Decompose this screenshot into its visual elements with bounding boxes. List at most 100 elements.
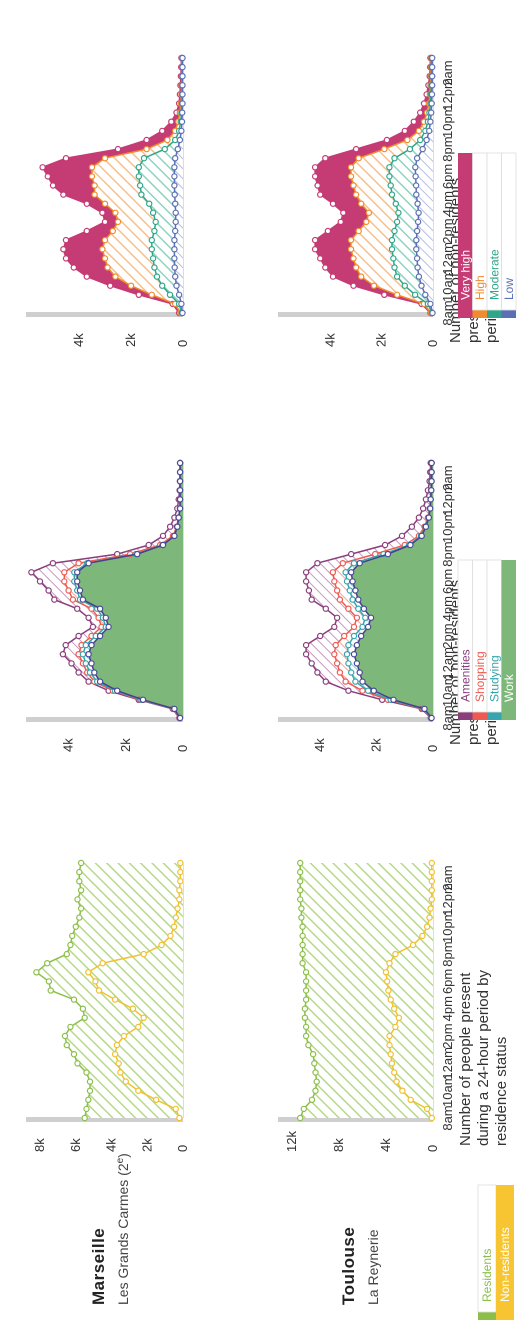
data-point bbox=[149, 255, 157, 262]
data-point bbox=[419, 145, 426, 153]
x-tick-label: 12am bbox=[440, 647, 455, 680]
data-point bbox=[39, 164, 46, 171]
data-point bbox=[159, 541, 167, 549]
data-point bbox=[298, 914, 305, 921]
data-point bbox=[85, 650, 92, 658]
data-point bbox=[311, 1060, 318, 1067]
data-point bbox=[417, 109, 424, 116]
data-point bbox=[299, 941, 306, 949]
area-residents bbox=[300, 863, 433, 1118]
data-point bbox=[359, 678, 366, 685]
data-point bbox=[159, 532, 167, 540]
legend-band bbox=[501, 560, 516, 712]
data-point bbox=[415, 209, 422, 217]
data-point bbox=[317, 632, 324, 640]
x-tick-label: 2am bbox=[440, 60, 455, 85]
district-superscript: e bbox=[115, 1157, 126, 1163]
data-point bbox=[311, 236, 319, 244]
x-tick-label: 10pm bbox=[440, 105, 455, 138]
data-point bbox=[360, 605, 368, 612]
data-point bbox=[158, 941, 165, 949]
data-point bbox=[352, 264, 360, 271]
data-point bbox=[179, 72, 186, 80]
data-point bbox=[417, 136, 424, 144]
data-point bbox=[305, 587, 313, 594]
data-point bbox=[76, 868, 83, 876]
data-point bbox=[413, 255, 421, 262]
data-point bbox=[419, 505, 427, 512]
data-point bbox=[81, 1114, 88, 1122]
data-point bbox=[414, 218, 422, 226]
data-point bbox=[139, 696, 147, 703]
data-point bbox=[176, 1114, 183, 1122]
district-text-end: ) bbox=[115, 1153, 131, 1158]
data-point bbox=[179, 100, 186, 107]
data-point bbox=[423, 923, 431, 930]
data-point bbox=[302, 641, 310, 649]
data-point bbox=[333, 614, 341, 621]
data-point bbox=[350, 559, 358, 567]
data-point bbox=[69, 596, 77, 603]
data-point bbox=[127, 282, 135, 289]
x-tick-label: 10am bbox=[440, 674, 455, 707]
data-point bbox=[348, 569, 355, 576]
x-tick-label: 6pm bbox=[440, 969, 455, 994]
data-point bbox=[179, 82, 186, 89]
data-point bbox=[143, 136, 150, 144]
data-point bbox=[140, 950, 147, 958]
legend-label: Studying bbox=[487, 655, 501, 702]
data-point bbox=[391, 1069, 398, 1076]
x-tick-label: 2pm bbox=[440, 218, 455, 243]
data-point bbox=[350, 650, 358, 658]
data-point bbox=[36, 578, 44, 585]
data-point bbox=[101, 200, 109, 207]
data-point bbox=[395, 209, 402, 217]
data-point bbox=[79, 1005, 87, 1012]
data-point bbox=[339, 559, 346, 567]
x-tick-label: 10pm bbox=[440, 510, 455, 543]
data-point bbox=[423, 1105, 431, 1113]
data-point bbox=[83, 227, 91, 235]
legend-label: Low bbox=[502, 278, 516, 300]
data-point bbox=[336, 669, 344, 676]
data-point bbox=[309, 1051, 317, 1058]
data-point bbox=[111, 996, 119, 1003]
data-point bbox=[179, 63, 186, 71]
plot-activity-toulouse: 0 2k 4k bbox=[278, 459, 440, 752]
data-point bbox=[348, 669, 355, 676]
y-tick-label: 2k bbox=[123, 333, 138, 347]
data-point bbox=[172, 209, 179, 217]
data-point bbox=[364, 687, 372, 694]
data-point bbox=[60, 245, 67, 253]
data-point bbox=[393, 1078, 400, 1085]
data-point bbox=[308, 660, 315, 667]
legend-label: High bbox=[473, 275, 487, 300]
data-point bbox=[135, 291, 142, 299]
y-tick-label: 0 bbox=[425, 340, 440, 347]
data-point bbox=[153, 273, 161, 280]
data-point bbox=[171, 705, 178, 713]
x-tick-label: 10pm bbox=[440, 910, 455, 943]
data-point bbox=[179, 309, 186, 317]
data-point bbox=[302, 987, 310, 994]
data-point bbox=[353, 614, 361, 621]
data-point bbox=[59, 650, 67, 658]
data-point bbox=[314, 559, 321, 567]
data-point bbox=[387, 182, 394, 189]
data-point bbox=[340, 209, 347, 217]
data-point bbox=[88, 660, 95, 667]
data-point bbox=[342, 569, 349, 576]
data-point bbox=[331, 650, 338, 658]
data-point bbox=[386, 173, 393, 180]
data-point bbox=[173, 282, 180, 289]
data-point bbox=[317, 255, 324, 262]
district-text: Les Grands Carmes (2 bbox=[115, 1163, 131, 1305]
data-point bbox=[392, 950, 399, 958]
y-tick-label: 2k bbox=[369, 738, 384, 752]
data-point bbox=[347, 245, 355, 253]
data-point bbox=[140, 1014, 147, 1021]
data-point bbox=[311, 173, 319, 180]
data-point bbox=[414, 200, 421, 207]
data-point bbox=[427, 300, 434, 308]
data-point bbox=[104, 264, 111, 271]
